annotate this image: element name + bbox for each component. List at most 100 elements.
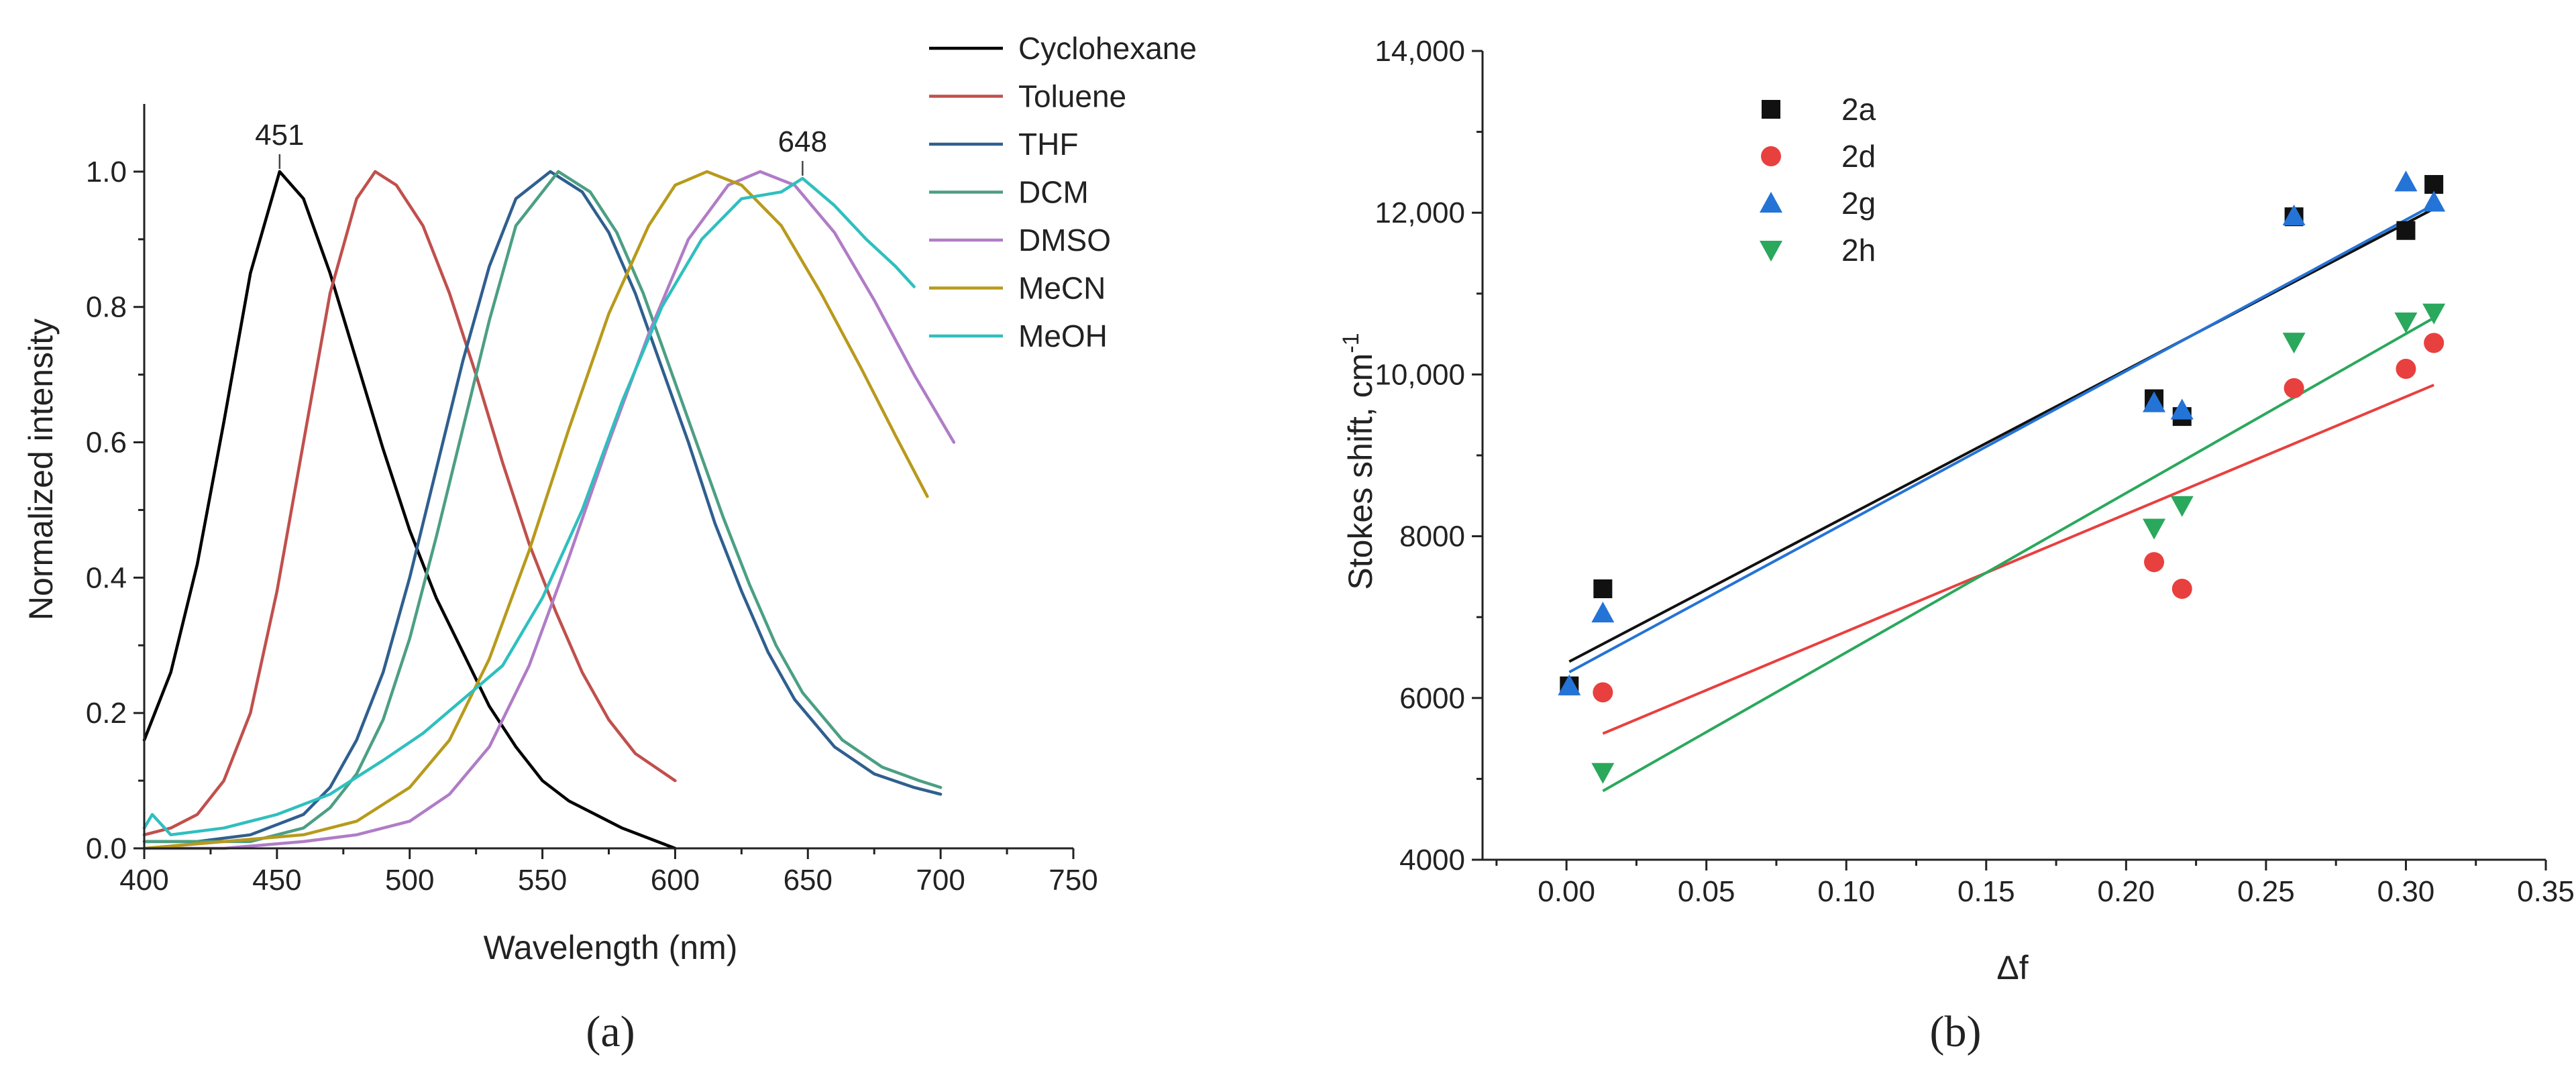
- panel-a-label: (a): [586, 1007, 635, 1056]
- panel-a-x-axis-title: Wavelength (nm): [484, 929, 738, 966]
- x-tick-label: 400: [119, 864, 168, 897]
- legend-label-dcm: DCM: [1018, 175, 1089, 210]
- legend-marker-2g: [1760, 192, 1782, 213]
- y-tick-label: 0.2: [86, 697, 127, 730]
- x-tick-label: 0.20: [2098, 875, 2155, 908]
- x-tick-label: 0.15: [1957, 875, 2015, 908]
- legend-label-dmso: DMSO: [1018, 223, 1111, 258]
- panel-b-scatter-chart: 0.00 0.05 0.10 0.15 0.20 0.25 0.30 0.35 4000 6000…: [1338, 35, 2575, 1056]
- x-tick-label: 650: [784, 864, 833, 897]
- y-tick-label: 12,000: [1375, 196, 1465, 229]
- data-point-2a: [2396, 221, 2416, 240]
- data-point-2g: [2282, 205, 2306, 226]
- y-tick-label: 6000: [1399, 682, 1465, 715]
- legend-label-2g: 2g: [1841, 186, 1876, 221]
- x-tick-label: 750: [1049, 864, 1097, 897]
- panel-b-ticks: 0.00 0.05 0.10 0.15 0.20 0.25 0.30 0.35 4000 6000…: [1375, 35, 2574, 908]
- y-tick-label: 0.8: [86, 291, 127, 324]
- x-tick-label: 500: [385, 864, 434, 897]
- data-point-2g: [2143, 391, 2166, 412]
- y-tick-label: 8000: [1399, 520, 1465, 553]
- x-tick-label: 0.10: [1817, 875, 1875, 908]
- panel-b-y-axis-title-superscript: -1: [1338, 333, 1364, 353]
- data-point-2d: [2284, 378, 2304, 398]
- data-point-2d: [2171, 578, 2192, 599]
- y-tick-label: 1.0: [86, 156, 127, 188]
- y-tick-label: 0.6: [86, 427, 127, 459]
- fit-line-2h: [1602, 317, 2435, 793]
- series-line-meoh: [142, 176, 916, 837]
- data-point-2g: [1558, 674, 1581, 695]
- data-point-2h: [2422, 303, 2446, 325]
- legend-marker-2d: [1761, 146, 1781, 166]
- x-tick-label: 550: [518, 864, 567, 897]
- peak-annotation: 451: [255, 119, 304, 152]
- series-line-dmso: [142, 170, 956, 850]
- legend-label-mecn: MeCN: [1018, 271, 1106, 306]
- y-tick-label: 0.0: [86, 832, 127, 865]
- y-tick-label: 10,000: [1375, 358, 1465, 391]
- legend-label-cyclohexane: Cyclohexane: [1018, 31, 1197, 66]
- panel-b-fit-lines: [1568, 203, 2435, 793]
- data-point-2a: [2424, 174, 2444, 194]
- series-line-cyclohexane: [142, 170, 677, 850]
- panel-a-series-layer: [142, 170, 956, 850]
- panel-a-annotations: 451 648: [255, 119, 827, 176]
- x-tick-label: 0.35: [2517, 875, 2575, 908]
- panel-b-points: [1558, 170, 2446, 784]
- panel-a-ticks: 400 450 500 550 600 650 700 750 0.0 0.2 0.4 0.6 0.8 1…: [86, 156, 1098, 897]
- legend-label-thf: THF: [1018, 127, 1078, 162]
- data-point-2h: [2282, 333, 2306, 354]
- series-line-thf: [142, 170, 943, 844]
- fit-line-2g: [1568, 203, 2435, 673]
- x-tick-label: 0.30: [2377, 875, 2435, 908]
- panel-a-line-chart: 451 648 400 450 500 550 600 650 700 750 0.0 0.2 0.4…: [22, 31, 1197, 1056]
- series-line-dcm: [142, 170, 943, 844]
- x-tick-label: 0.05: [1678, 875, 1735, 908]
- legend-label-toluene: Toluene: [1018, 79, 1126, 114]
- data-point-2h: [2143, 518, 2166, 540]
- x-tick-label: 0.25: [2237, 875, 2295, 908]
- fit-line-2a: [1568, 207, 2435, 663]
- legend-marker-2h: [1760, 241, 1782, 262]
- y-tick-label: 14,000: [1375, 35, 1465, 68]
- series-line-mecn: [142, 170, 929, 850]
- legend-marker-2a: [1762, 100, 1780, 119]
- data-point-2h: [2394, 313, 2418, 334]
- panel-b-y-axis-title-main: Stokes shift, cm: [1342, 353, 1379, 590]
- series-line-toluene: [142, 170, 677, 837]
- fit-line-2d: [1602, 384, 2434, 735]
- panel-b-y-axis-title: Stokes shift, cm-1: [1338, 333, 1379, 589]
- data-point-2a: [1593, 579, 1613, 598]
- data-point-2d: [2396, 358, 2416, 379]
- panel-b-axes: [1481, 51, 2546, 861]
- data-point-2g: [1591, 602, 1615, 623]
- data-point-2d: [2424, 333, 2445, 353]
- panel-a-axes: [143, 104, 1073, 850]
- y-tick-label: 4000: [1399, 844, 1465, 877]
- x-tick-label: 0.00: [1538, 875, 1595, 908]
- panel-a-y-axis-title: Normalized intensity: [22, 319, 60, 620]
- data-point-2h: [2170, 496, 2194, 517]
- legend-label-2a: 2a: [1841, 92, 1876, 127]
- y-tick-label: 0.4: [86, 561, 127, 594]
- data-point-2g: [2422, 190, 2446, 212]
- data-point-2d: [1593, 682, 1613, 703]
- data-point-2d: [2144, 552, 2165, 573]
- legend-label-2d: 2d: [1841, 139, 1876, 174]
- x-tick-label: 600: [651, 864, 700, 897]
- data-point-2h: [1591, 763, 1615, 784]
- legend-label-2h: 2h: [1841, 233, 1876, 268]
- x-tick-label: 700: [916, 864, 965, 897]
- peak-annotation: 648: [778, 125, 827, 158]
- data-point-2g: [2394, 170, 2418, 192]
- legend-label-meoh: MeOH: [1018, 319, 1108, 353]
- x-tick-label: 450: [252, 864, 301, 897]
- panel-b-x-axis-title: Δf: [1996, 949, 2028, 986]
- data-point-2g: [2170, 398, 2194, 420]
- panel-b-legend: 2a 2d 2g 2h: [1760, 92, 1876, 268]
- panel-b-label: (b): [1930, 1007, 1982, 1056]
- panel-a-legend: Cyclohexane Toluene THF DCM DMSO MeCN MeOH: [929, 31, 1197, 353]
